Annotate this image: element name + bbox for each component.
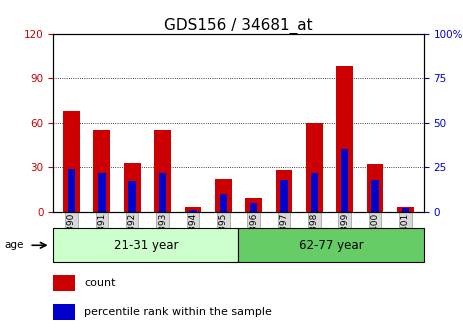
Bar [397, 207, 414, 212]
Bar [371, 180, 379, 212]
Bar [185, 207, 201, 212]
Bar [275, 170, 292, 212]
Bar [306, 123, 323, 212]
Bar [245, 198, 262, 212]
Bar [94, 130, 110, 212]
Title: GDS156 / 34681_at: GDS156 / 34681_at [164, 17, 313, 34]
Text: age: age [5, 240, 24, 250]
Bar [219, 194, 227, 212]
Bar [68, 169, 75, 212]
Bar [124, 163, 141, 212]
Bar [53, 304, 75, 320]
Bar [215, 179, 232, 212]
Text: count: count [84, 278, 116, 288]
Bar [311, 172, 318, 212]
Text: 62-77 year: 62-77 year [299, 239, 363, 252]
Bar [154, 130, 171, 212]
Bar [189, 210, 197, 212]
Bar [280, 180, 288, 212]
Bar [53, 228, 238, 262]
Bar [367, 164, 383, 212]
Bar [336, 66, 353, 212]
Bar [63, 111, 80, 212]
Bar [98, 172, 106, 212]
Text: 21-31 year: 21-31 year [113, 239, 178, 252]
Bar [128, 181, 136, 212]
Bar [238, 228, 424, 262]
Bar [159, 172, 166, 212]
Bar [402, 208, 409, 212]
Bar [341, 149, 349, 212]
Bar [53, 275, 75, 291]
Bar [250, 203, 257, 212]
Text: percentile rank within the sample: percentile rank within the sample [84, 307, 272, 317]
